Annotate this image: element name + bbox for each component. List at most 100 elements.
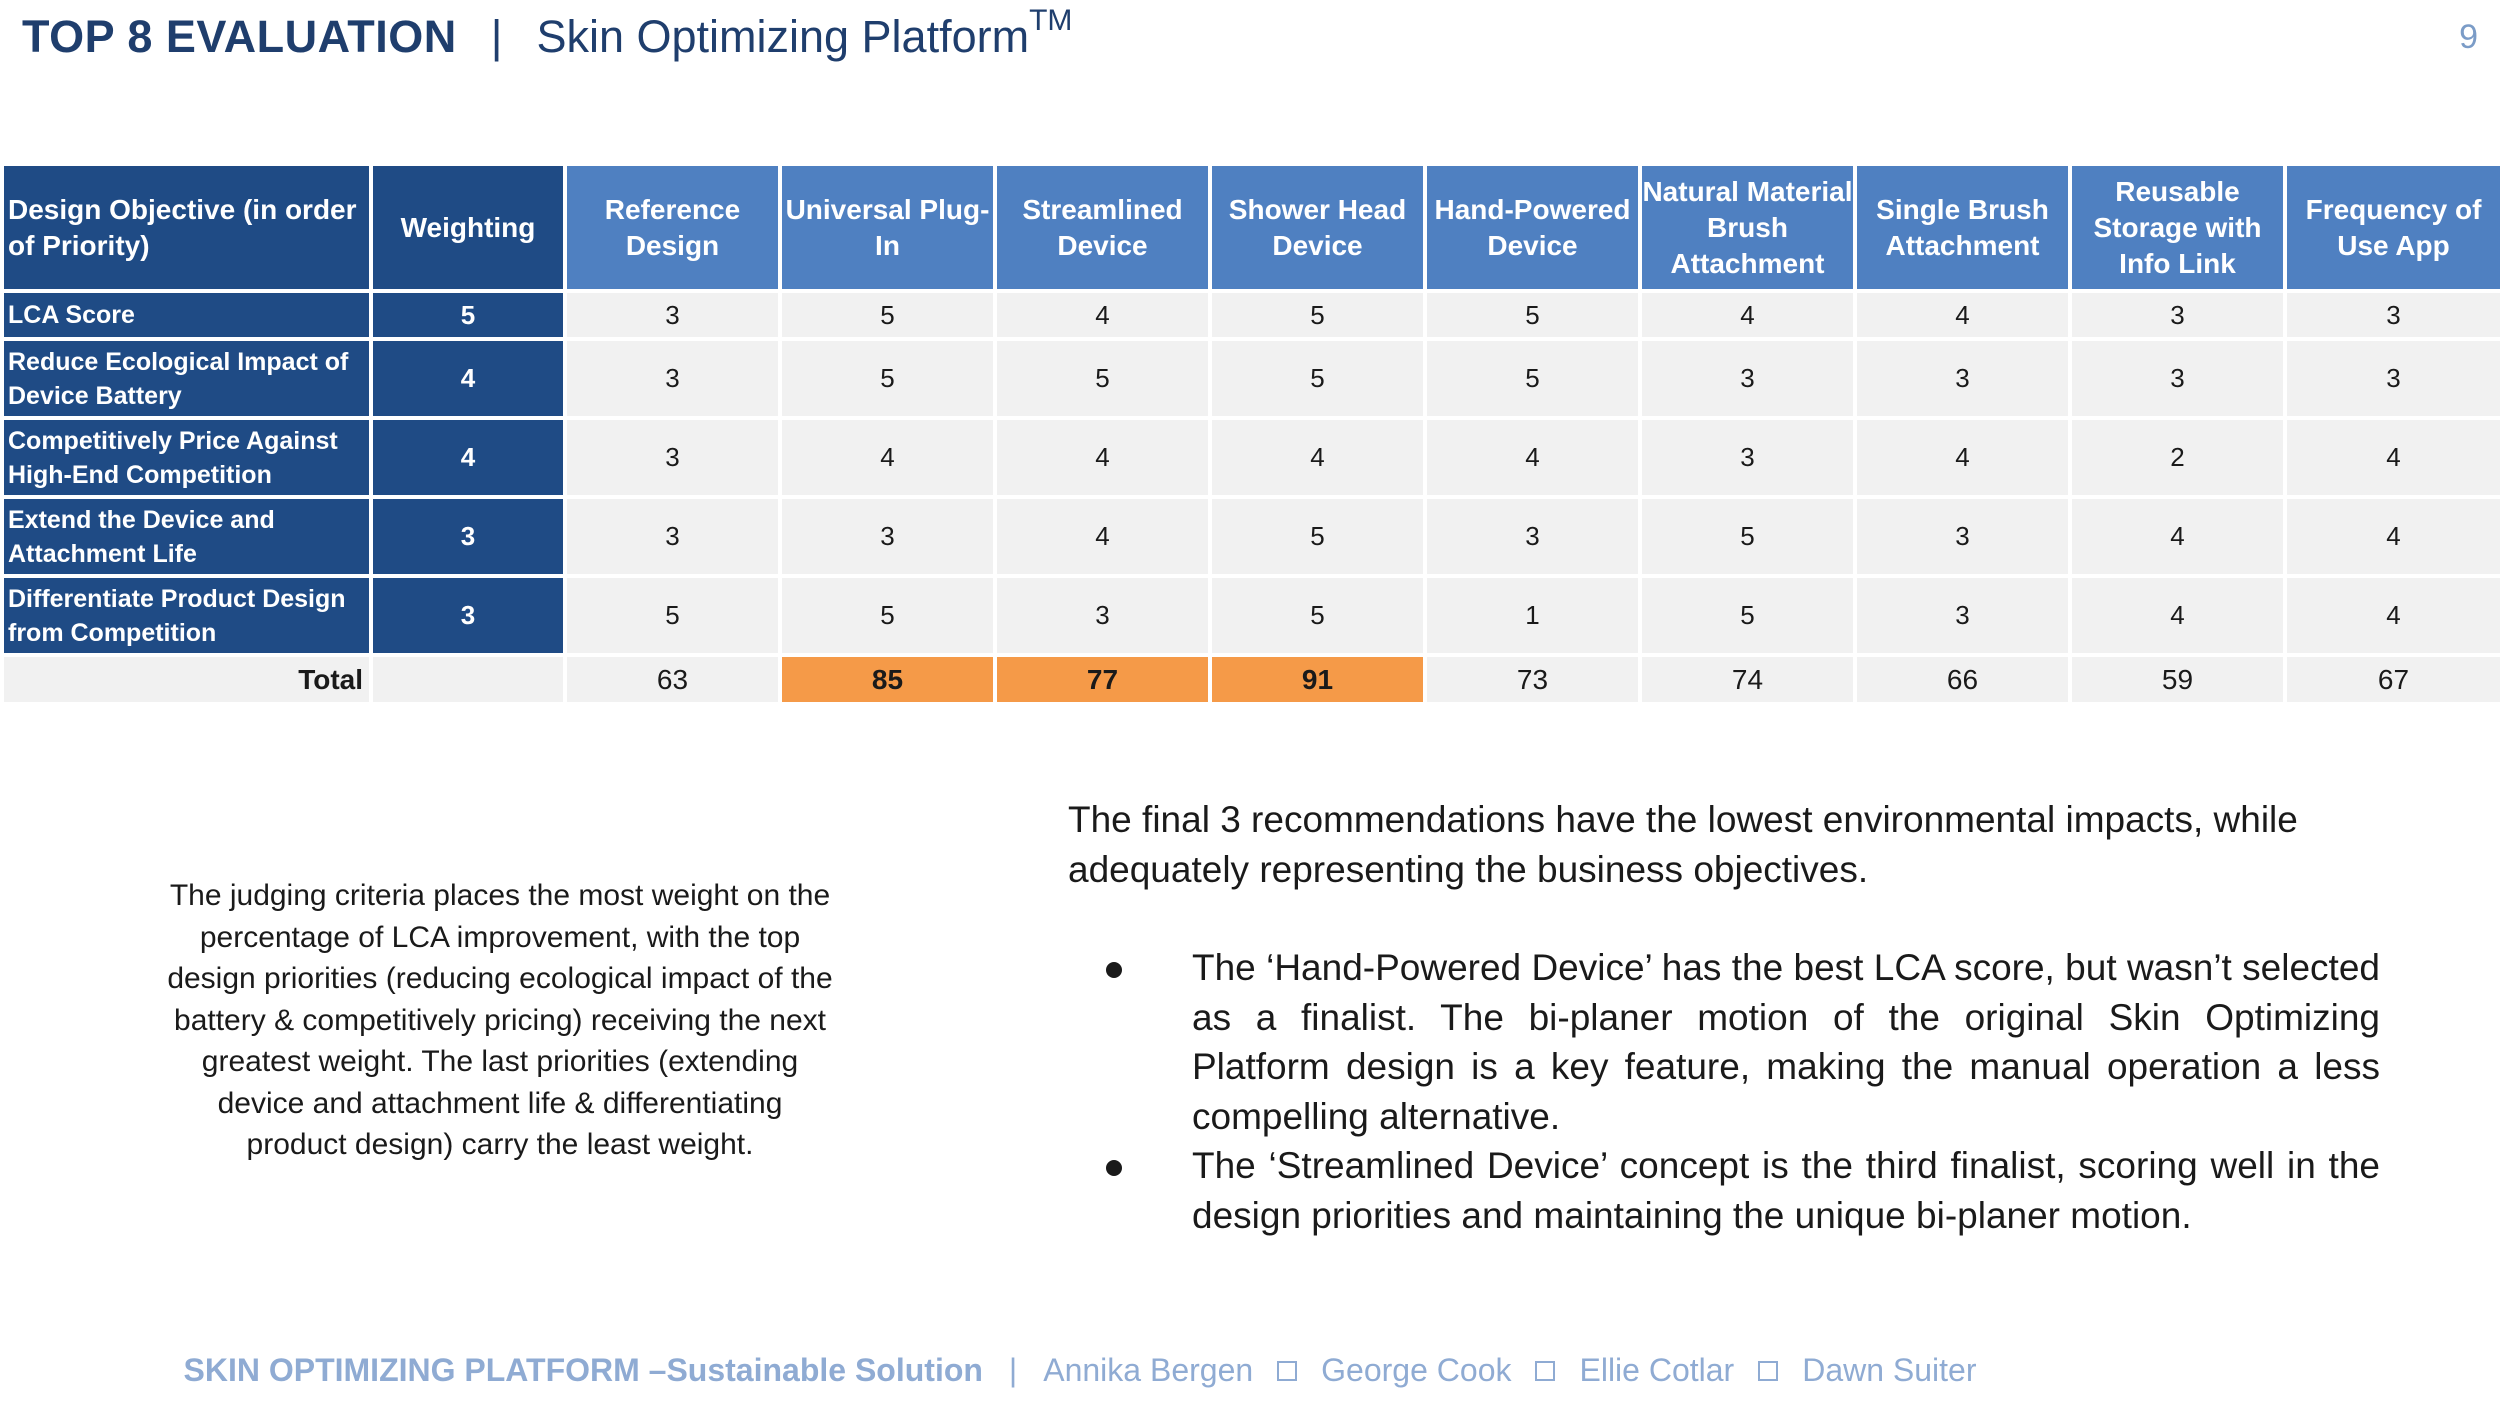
option-header: Natural Material Brush Attachment (1638, 162, 1857, 293)
square-icon (1535, 1360, 1556, 1381)
score-cell: 3 (2068, 337, 2287, 420)
score-cell: 5 (1208, 337, 1427, 420)
score-cell: 4 (2283, 574, 2500, 657)
weighting-header: Weighting (369, 162, 567, 293)
score-cell: 4 (2068, 495, 2287, 578)
score-cell: 4 (778, 416, 997, 499)
score-cell: 3 (778, 495, 997, 578)
score-cell: 5 (1638, 574, 1857, 657)
footer-author: Ellie Cotlar (1579, 1352, 1735, 1388)
slide-title: TOP 8 EVALUATION (22, 11, 457, 62)
score-cell: 1 (1423, 574, 1642, 657)
score-cell: 5 (778, 289, 997, 341)
list-item-text: The ‘Hand-Powered Device’ has the best L… (1192, 947, 2380, 1137)
score-cell: 4 (993, 289, 1212, 341)
footer-author: Dawn Suiter (1802, 1352, 1977, 1388)
footer-author: George Cook (1321, 1352, 1512, 1388)
total-cell: 73 (1423, 653, 1642, 702)
score-cell: 4 (1208, 416, 1427, 499)
slide-subtitle: Skin Optimizing PlatformTM (536, 4, 1072, 63)
option-header: Reference Design (563, 162, 782, 293)
total-cell: 74 (1638, 653, 1857, 702)
option-header: Streamlined Device (993, 162, 1212, 293)
score-cell: 3 (1638, 416, 1857, 499)
score-cell: 3 (1853, 495, 2072, 578)
total-label: Total (0, 653, 373, 702)
list-item: The ‘Hand-Powered Device’ has the best L… (1068, 943, 2380, 1141)
footer-author: Annika Bergen (1043, 1352, 1254, 1388)
score-cell: 4 (2283, 495, 2500, 578)
score-cell: 4 (993, 495, 1212, 578)
score-cell: 3 (1853, 574, 2072, 657)
judging-criteria-text: The judging criteria places the most wei… (167, 879, 833, 1161)
option-header: Single Brush Attachment (1853, 162, 2072, 293)
table-row: Competitively Price Against High-End Com… (0, 416, 2500, 499)
score-cell: 3 (993, 574, 1212, 657)
footer-project: SKIN OPTIMIZING PLATFORM –Sustainable So… (183, 1352, 983, 1388)
findings-panel: The final 3 recommendations have the low… (1068, 795, 2380, 1240)
title-separator: | (490, 11, 503, 62)
option-header: Shower Head Device (1208, 162, 1427, 293)
option-header: Reusable Storage with Info Link (2068, 162, 2287, 293)
total-row: Total 63 85 77 91 73 74 66 59 67 (0, 653, 2500, 702)
score-cell: 5 (778, 574, 997, 657)
score-cell: 2 (2068, 416, 2287, 499)
score-cell: 4 (993, 416, 1212, 499)
objective-cell: Extend the Device and Attachment Life (0, 495, 373, 578)
score-cell: 5 (1638, 495, 1857, 578)
trademark-mark: TM (1029, 4, 1073, 37)
subtitle-text: Skin Optimizing Platform (536, 11, 1030, 62)
score-cell: 3 (563, 495, 782, 578)
score-cell: 3 (2283, 289, 2500, 341)
weight-cell: 3 (369, 495, 567, 578)
findings-intro: The final 3 recommendations have the low… (1068, 799, 2298, 890)
page-number: 9 (2459, 18, 2478, 56)
total-cell: 63 (563, 653, 782, 702)
square-icon (1758, 1360, 1779, 1381)
option-header: Hand-Powered Device (1423, 162, 1642, 293)
score-cell: 5 (563, 574, 782, 657)
score-cell: 5 (1423, 289, 1642, 341)
score-cell: 4 (1853, 416, 2072, 499)
table-row: LCA Score 5 3 5 4 5 5 4 4 3 3 (0, 289, 2500, 341)
option-header: Universal Plug-In (778, 162, 997, 293)
table-row: Reduce Ecological Impact of Device Batte… (0, 337, 2500, 420)
bullet-icon (1106, 962, 1122, 978)
findings-list: The ‘Hand-Powered Device’ has the best L… (1068, 943, 2380, 1240)
score-cell: 3 (563, 416, 782, 499)
list-item-text: The ‘Streamlined Device’ concept is the … (1192, 1145, 2380, 1236)
total-cell: 67 (2283, 653, 2500, 702)
objective-header: Design Objective (in order of Priority) (0, 162, 373, 293)
bullet-icon (1106, 1160, 1122, 1176)
score-cell: 3 (1853, 337, 2072, 420)
footer-separator: | (1008, 1352, 1018, 1388)
score-cell: 4 (1853, 289, 2072, 341)
score-cell: 3 (1423, 495, 1642, 578)
weight-cell: 4 (369, 337, 567, 420)
objective-cell: Differentiate Product Design from Compet… (0, 574, 373, 657)
total-cell: 59 (2068, 653, 2287, 702)
score-cell: 5 (993, 337, 1212, 420)
total-cell-highlighted: 77 (993, 653, 1212, 702)
score-cell: 5 (1208, 289, 1427, 341)
slide-footer: SKIN OPTIMIZING PLATFORM –Sustainable So… (0, 1352, 2160, 1389)
score-cell: 5 (1208, 495, 1427, 578)
table-header-row: Design Objective (in order of Priority) … (0, 162, 2500, 293)
table-row: Differentiate Product Design from Compet… (0, 574, 2500, 657)
score-cell: 4 (2068, 574, 2287, 657)
score-cell: 4 (2283, 416, 2500, 499)
weight-cell: 4 (369, 416, 567, 499)
score-cell: 5 (778, 337, 997, 420)
score-cell: 5 (1423, 337, 1642, 420)
weight-cell: 5 (369, 289, 567, 341)
objective-cell: Competitively Price Against High-End Com… (0, 416, 373, 499)
total-cell: 66 (1853, 653, 2072, 702)
score-cell: 3 (2283, 337, 2500, 420)
total-cell-highlighted: 85 (778, 653, 997, 702)
slide-header: TOP 8 EVALUATION | Skin Optimizing Platf… (22, 4, 1072, 80)
weight-cell: 3 (369, 574, 567, 657)
evaluation-table: Design Objective (in order of Priority) … (0, 162, 2500, 702)
table-row: Extend the Device and Attachment Life 3 … (0, 495, 2500, 578)
option-header: Frequency of Use App (2283, 162, 2500, 293)
square-icon (1277, 1360, 1298, 1381)
